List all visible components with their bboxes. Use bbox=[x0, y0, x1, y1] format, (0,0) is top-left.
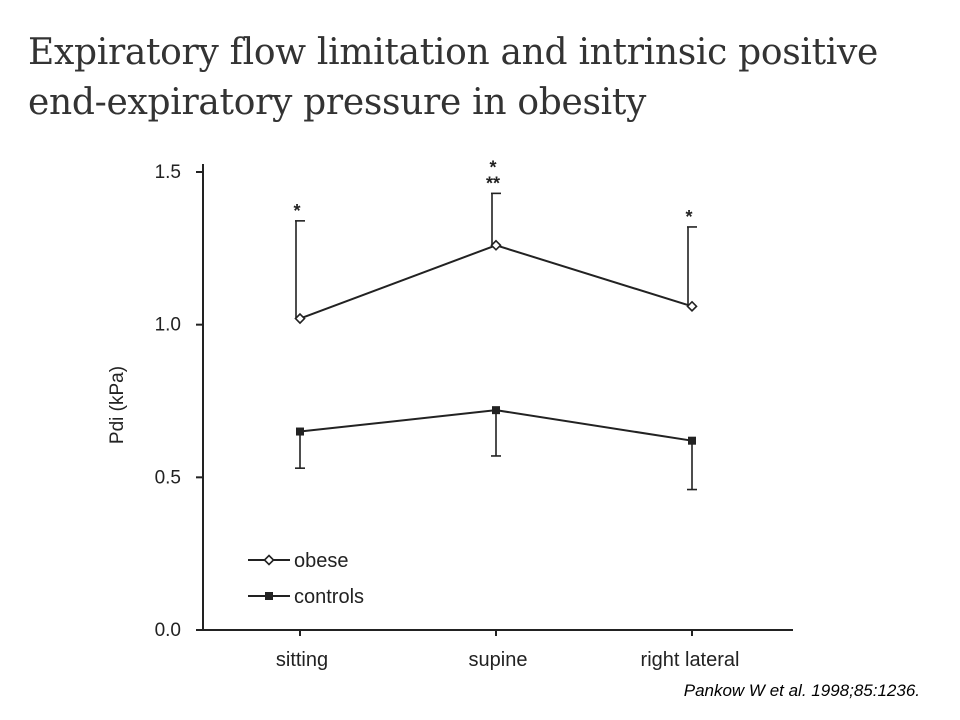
significance-marker: ** bbox=[486, 173, 500, 193]
slide-title-line-2: end-expiratory pressure in obesity bbox=[28, 82, 647, 123]
x-tick-label: right lateral bbox=[641, 649, 740, 671]
y-tick-label: 1.0 bbox=[155, 315, 181, 336]
chart-marks: ***** bbox=[293, 157, 698, 491]
slide-title-line-1: Expiratory flow limitation and intrinsic… bbox=[28, 32, 879, 73]
x-tick-label: sitting bbox=[276, 649, 328, 671]
point-controls bbox=[296, 427, 304, 436]
point-controls bbox=[688, 436, 696, 445]
y-tick-label: 0.0 bbox=[155, 620, 181, 641]
y-tick-label: 1.5 bbox=[155, 162, 181, 183]
legend-marker-controls bbox=[265, 592, 273, 600]
point-obese bbox=[294, 312, 306, 325]
significance-marker: * bbox=[293, 201, 300, 221]
point-obese bbox=[490, 239, 502, 251]
legend-label-obese: obese bbox=[294, 550, 349, 572]
chart-legend: obese controls bbox=[248, 550, 364, 608]
significance-marker: * bbox=[489, 157, 496, 177]
citation: Pankow W et al. 1998;85:1236. bbox=[683, 681, 920, 700]
slide-title: Expiratory flow limitation and intrinsic… bbox=[28, 28, 948, 128]
significance-marker: * bbox=[685, 207, 692, 227]
point-controls bbox=[492, 406, 500, 415]
x-tick-label: supine bbox=[469, 649, 528, 671]
series-line-obese bbox=[299, 244, 693, 320]
legend-label-controls: controls bbox=[294, 586, 364, 608]
y-axis-label: Pdi (kPa) bbox=[107, 366, 128, 444]
legend-marker-obese bbox=[263, 554, 275, 566]
chart-axes: 0.0 0.5 1.0 1.5 Pdi (kPa) sitting supine right … bbox=[107, 162, 793, 671]
y-tick-label: 0.5 bbox=[155, 467, 181, 488]
point-obese bbox=[686, 300, 698, 312]
